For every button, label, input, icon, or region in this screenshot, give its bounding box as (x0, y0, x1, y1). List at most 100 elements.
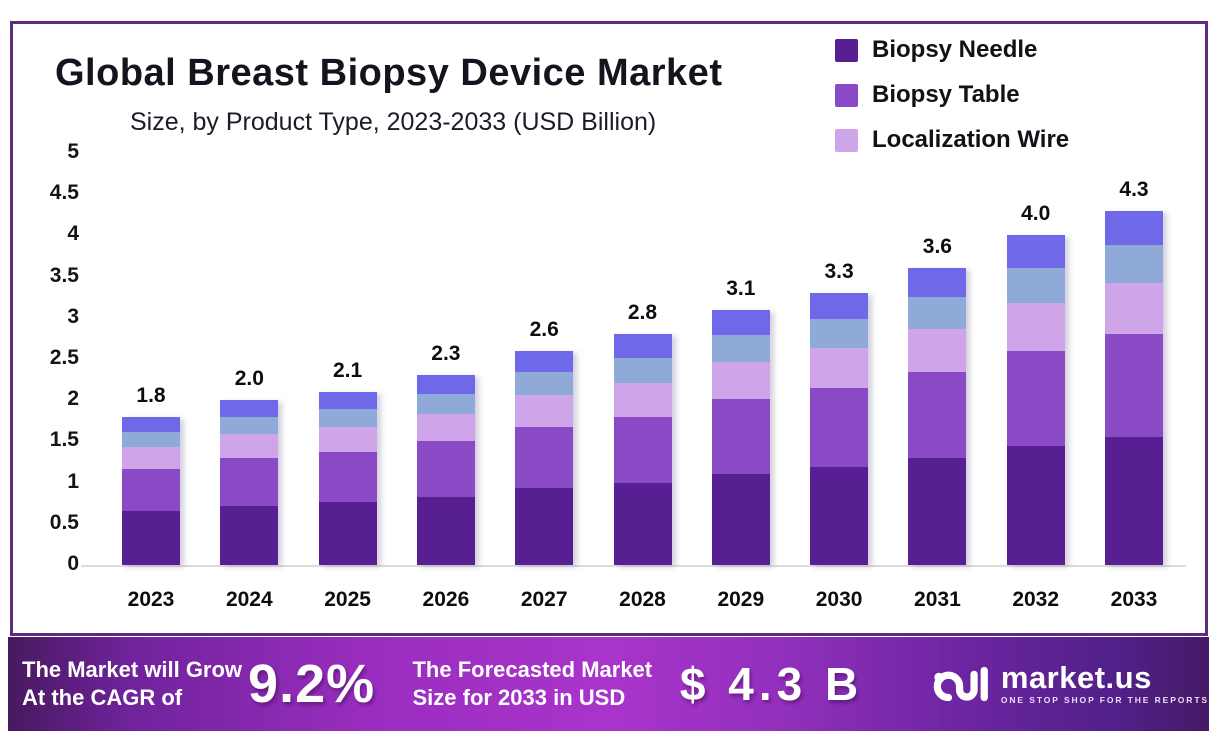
x-axis-label-2032: 2032 (1012, 588, 1060, 611)
bar-segment (318, 409, 377, 428)
market-us-logo[interactable]: market.us ONE STOP SHOP FOR THE REPORTS (933, 660, 1209, 708)
y-axis-tick-label: 3 (67, 304, 79, 328)
x-axis-label-2026: 2026 (422, 588, 470, 611)
bar-total-label: 2.0 (234, 367, 264, 391)
bar-segment (810, 466, 869, 565)
bar-segment (220, 400, 279, 417)
x-axis-label-2031: 2031 (914, 588, 961, 611)
bar-segment (810, 348, 869, 388)
bar-segment (711, 335, 770, 363)
bar-total-label: 4.3 (1119, 177, 1149, 201)
bar-segment (318, 427, 377, 453)
bar-segment (613, 382, 672, 417)
y-axis-tick-label: 5 (67, 140, 79, 163)
x-axis-label-2027: 2027 (520, 588, 568, 611)
bar-total-label: 3.1 (726, 276, 756, 300)
bar-2029 (711, 309, 770, 565)
forecast-value: $ 4.3 B (679, 658, 864, 710)
bar-segment (416, 375, 475, 394)
bar-total-label: 1.8 (136, 383, 166, 407)
chart-frame: Global Breast Biopsy Device Market Size,… (10, 21, 1208, 636)
bar-total-label: 3.3 (824, 260, 854, 284)
logo-text: market.us (1000, 660, 1152, 695)
x-axis-label-2033: 2033 (1110, 588, 1158, 611)
chart-title: Global Breast Biopsy Device Market (55, 52, 723, 94)
legend-label: Biopsy Needle (872, 36, 1038, 63)
bar-segment (515, 395, 574, 427)
bar-segment (711, 362, 770, 400)
bar-segment (1105, 210, 1163, 246)
bar-segment (908, 372, 967, 458)
x-axis-line (81, 565, 1186, 567)
forecast-caption-line1: The Forecasted Market (412, 657, 653, 682)
bar-segment (416, 496, 475, 565)
forecast-caption-line2: Size for 2033 in USD (412, 685, 626, 710)
y-axis-tick-label: 4.5 (49, 181, 79, 205)
y-axis-tick-label: 4 (67, 222, 79, 246)
bar-2025 (318, 391, 377, 565)
chart-subtitle: Size, by Product Type, 2023-2033 (USD Bi… (130, 108, 657, 136)
y-axis-tick-label: 0 (67, 552, 79, 575)
bar-segment (908, 457, 967, 565)
y-axis-tick-label: 2 (67, 387, 79, 411)
bar-segment (613, 334, 672, 359)
bar-segment (515, 426, 574, 489)
bar-segment (908, 329, 967, 373)
bar-segment (318, 452, 377, 503)
cagr-caption-line2: At the CAGR of (22, 685, 183, 710)
y-axis-tick-label: 3.5 (49, 263, 79, 287)
bar-2030 (810, 293, 869, 565)
bar-segment (711, 309, 770, 336)
bar-segment (220, 433, 279, 458)
bar-total-label: 2.6 (529, 317, 559, 341)
x-axis-label-2028: 2028 (619, 588, 666, 611)
bar-segment (220, 416, 279, 434)
bar-segment (711, 473, 770, 565)
bar-segment (908, 268, 967, 298)
footer-banner: The Market will Grow At the CAGR of 9.2%… (8, 637, 1209, 731)
bar-2032 (1006, 235, 1065, 565)
y-axis-tick-label: 0.5 (49, 510, 79, 534)
bar-segment (1006, 235, 1065, 268)
x-axis-label-2030: 2030 (815, 588, 863, 611)
legend-item: Biopsy Table (835, 81, 1069, 109)
bar-segment (122, 511, 180, 565)
bar-segment (515, 372, 574, 396)
bar-segment (613, 482, 672, 565)
bar-segment (416, 441, 475, 497)
x-axis-label-2025: 2025 (324, 588, 371, 611)
bar-total-label: 2.1 (332, 358, 363, 382)
x-axis-label-2023: 2023 (127, 588, 175, 611)
legend-item: Biopsy Needle (835, 36, 1069, 64)
bar-2023 (122, 416, 180, 565)
logo-text-block: market.us ONE STOP SHOP FOR THE REPORTS (1000, 660, 1209, 705)
bar-segment (613, 416, 672, 483)
bar-segment (122, 431, 180, 448)
bar-2033 (1105, 210, 1163, 565)
bar-segment (122, 447, 180, 469)
bar-segment (1105, 334, 1163, 438)
bar-2031 (908, 268, 967, 565)
bar-segment (220, 457, 279, 506)
legend-label: Biopsy Table (872, 81, 1020, 108)
x-axis-label-2024: 2024 (225, 588, 273, 611)
bar-segment (1006, 446, 1065, 565)
cagr-caption: The Market will Grow At the CAGR of (22, 656, 242, 712)
bar-segment (122, 468, 180, 512)
bar-segment (515, 488, 574, 565)
bar-segment (416, 393, 475, 415)
y-axis-tick-label: 1.5 (49, 428, 79, 452)
bar-segment (810, 293, 869, 320)
market-us-logo-icon (933, 666, 988, 702)
bar-2027 (515, 350, 574, 565)
cagr-caption-line1: The Market will Grow (22, 657, 243, 682)
bar-segment (416, 414, 475, 442)
bar-segment (122, 416, 180, 432)
bar-segment (515, 350, 574, 373)
bar-total-label: 3.6 (922, 235, 952, 259)
bar-segment (810, 387, 869, 467)
legend-swatch (835, 128, 858, 152)
bar-segment (908, 297, 967, 330)
bar-segment (613, 358, 672, 383)
